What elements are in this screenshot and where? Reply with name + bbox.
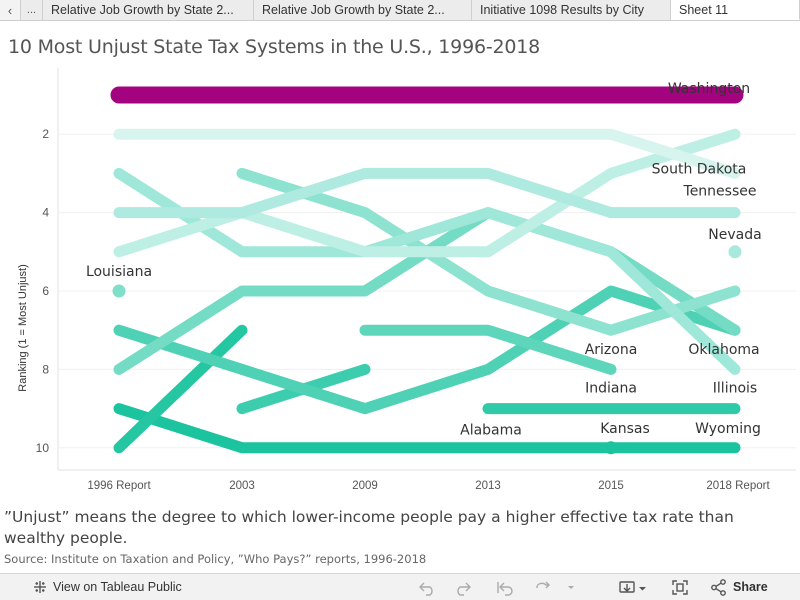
x-tick-label: 1996 Report: [87, 480, 151, 492]
tableau-logo-icon: [34, 581, 46, 593]
chart-footnote: ”Unjust” means the degree to which lower…: [4, 508, 734, 547]
tab-label: Sheet 11: [679, 2, 729, 17]
download-icon: [619, 581, 635, 593]
toolbar-icons: [419, 579, 726, 596]
series-line-iowa: [113, 324, 248, 454]
view-on-tableau-public-link[interactable]: View on Tableau Public: [0, 580, 182, 594]
series-line-florida: [113, 128, 741, 258]
data-label-alabama: Alabama: [460, 423, 522, 439]
data-label-south-dakota: South Dakota: [652, 161, 747, 177]
x-tick-label: 2015: [598, 480, 624, 492]
share-icon: [711, 579, 726, 596]
data-label-illinois: Illinois: [713, 380, 757, 396]
sheet-tab-bar: ‹ ... Relative Job Growth by State 2... …: [0, 0, 800, 21]
tab-relative-job-growth-2[interactable]: Relative Job Growth by State 2...: [254, 0, 472, 20]
data-label-wyoming: Wyoming: [695, 421, 761, 437]
data-label-arizona: Arizona: [585, 342, 638, 358]
data-label-washington: Washington: [668, 81, 750, 97]
bump-chart: 2 4 6 8 10 Ranking (1 = Most Unjust) 1996 Repo…: [17, 68, 796, 492]
tab-initiative-1098[interactable]: Initiative 1098 Results by City: [472, 0, 671, 20]
y-tick-label: 4: [42, 206, 49, 220]
chart-source: Source: Institute on Taxation and Policy…: [4, 552, 427, 566]
series-line-indiana: [359, 324, 617, 375]
data-label-louisiana: Louisiana: [86, 264, 152, 280]
share-button[interactable]: Share: [733, 580, 768, 594]
tab-relative-job-growth-1[interactable]: Relative Job Growth by State 2...: [43, 0, 254, 20]
series-line-oklahoma: [113, 285, 741, 415]
toolbar-actions: Share: [418, 574, 798, 600]
y-axis-title: Ranking (1 = Most Unjust): [17, 264, 29, 391]
chevron-left-icon: ‹: [7, 2, 13, 18]
series-point-louisiana: [112, 284, 126, 298]
tab-label: Relative Job Growth by State 2...: [262, 3, 445, 17]
y-tick-label: 8: [42, 362, 49, 376]
revert-icon: [497, 582, 513, 596]
data-label-kansas: Kansas: [600, 421, 650, 437]
tab-label: Relative Job Growth by State 2...: [51, 3, 234, 17]
tab-scroll-left-button[interactable]: ‹: [0, 0, 21, 20]
y-tick-label: 10: [36, 441, 50, 455]
data-label-tennessee: Tennessee: [683, 184, 757, 200]
refresh-icon: [536, 581, 550, 589]
tab-label: Initiative 1098 Results by City: [480, 3, 644, 17]
y-tick-label: 2: [42, 127, 49, 141]
chart-title: 10 Most Unjust State Tax Systems in the …: [8, 36, 541, 58]
y-tick-label: 6: [42, 284, 49, 298]
x-tick-label: 2009: [352, 480, 378, 492]
x-tick-label: 2003: [229, 480, 255, 492]
chevron-down-icon: [568, 586, 574, 589]
series-line-south-dakota: [113, 128, 741, 179]
series-point-nevada: [728, 245, 742, 259]
redo-icon: [457, 582, 471, 596]
chevron-down-icon: [639, 587, 646, 591]
view-on-tableau-public-label: View on Tableau Public: [53, 580, 182, 594]
series-line-tennessee: [113, 167, 741, 219]
series-line-illinois: [113, 167, 741, 375]
fullscreen-icon: [672, 580, 688, 595]
tableau-toolbar: View on Tableau Public: [0, 573, 800, 600]
series-line-arizona: [236, 167, 741, 336]
tab-sheet-11[interactable]: Sheet 11: [671, 0, 800, 20]
tab-overflow-button[interactable]: ...: [21, 0, 43, 20]
x-tick-label: 2013: [475, 480, 501, 492]
data-label-oklahoma: Oklahoma: [688, 342, 759, 358]
data-label-nevada: Nevada: [708, 227, 761, 243]
undo-icon: [419, 582, 433, 596]
x-tick-label: 2018 Report: [706, 480, 770, 492]
series-line-wyoming: [113, 403, 741, 454]
data-label-indiana: Indiana: [585, 380, 637, 396]
